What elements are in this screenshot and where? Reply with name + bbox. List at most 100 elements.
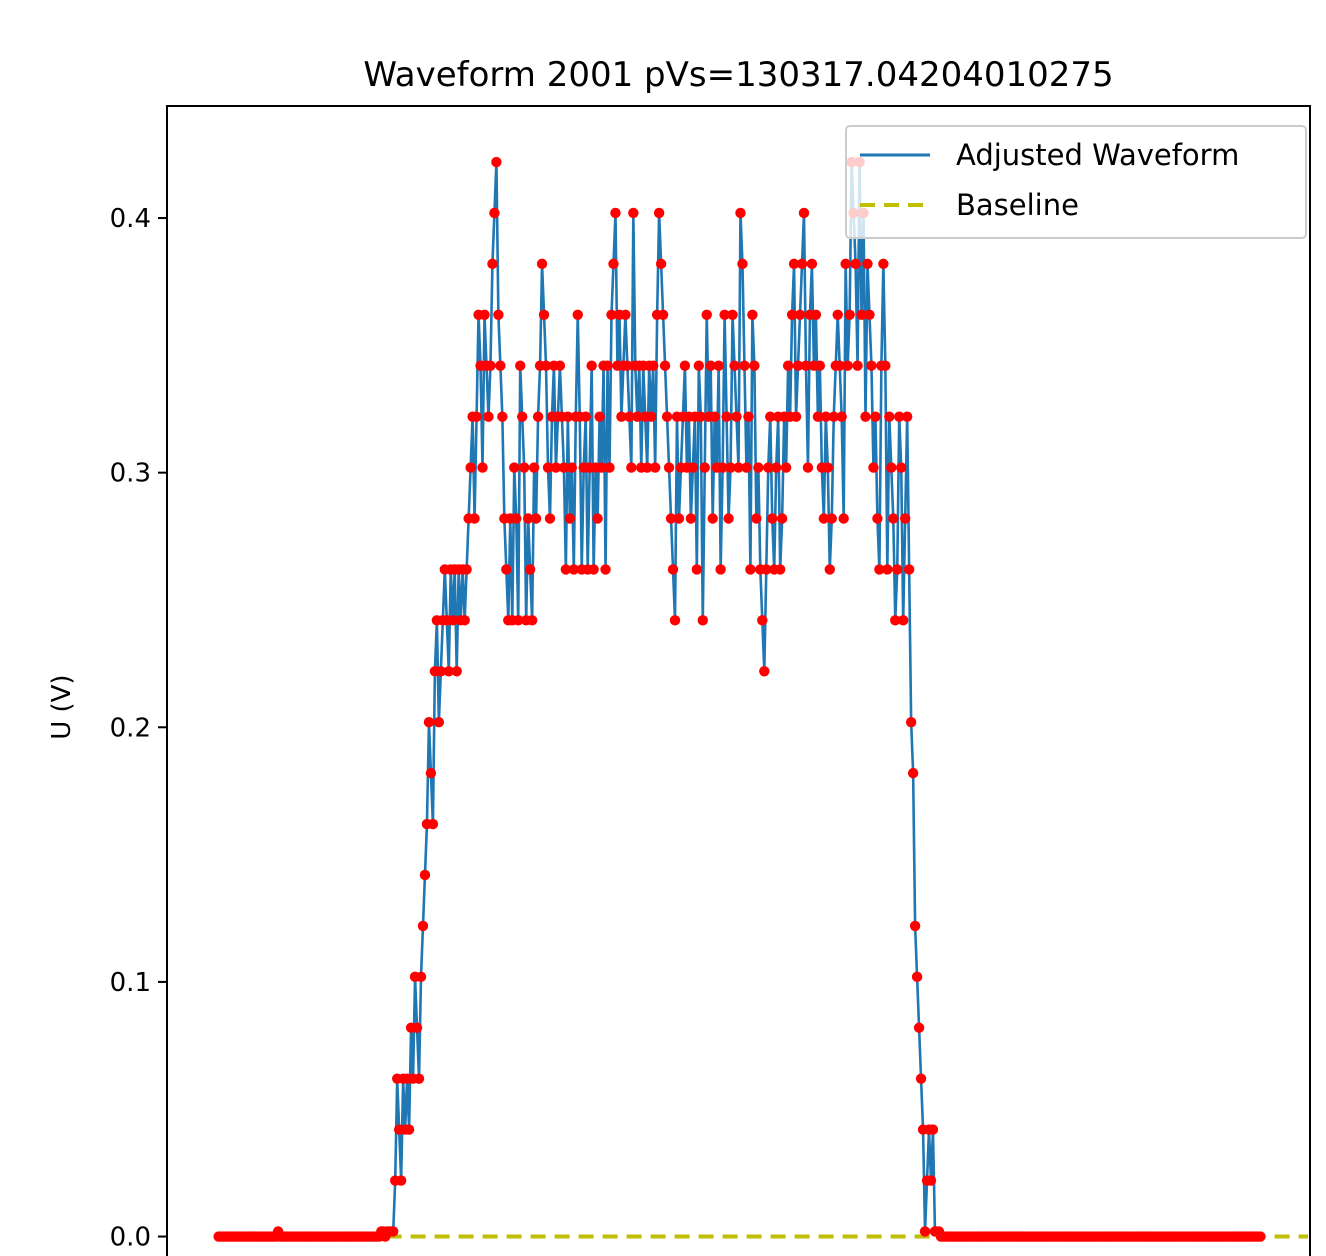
- sample-point: [419, 869, 431, 881]
- sample-point: [663, 462, 675, 473]
- sample-point: [888, 513, 899, 524]
- sample-point: [747, 309, 758, 320]
- sample-point: [882, 564, 893, 575]
- sample-point: [471, 411, 482, 422]
- sample-point: [800, 360, 812, 371]
- sample-point: [495, 360, 506, 371]
- sample-point: [913, 1022, 925, 1033]
- sample-point: [792, 360, 804, 371]
- sample-point: [606, 309, 617, 320]
- sample-point: [415, 971, 427, 983]
- y-tick-label: 0.0: [110, 1223, 151, 1253]
- sample-point: [862, 258, 873, 270]
- y-tick-label: 0.2: [110, 713, 151, 743]
- sample-point: [731, 411, 742, 422]
- sample-point: [632, 411, 643, 422]
- sample-point: [479, 309, 490, 320]
- sample-point: [526, 615, 538, 626]
- sample-point: [485, 360, 496, 371]
- sample-point: [560, 564, 572, 575]
- sample-point: [860, 411, 871, 422]
- sample-point: [780, 462, 792, 473]
- legend-box: [845, 125, 1307, 239]
- sample-point: [836, 411, 847, 422]
- sample-point: [679, 360, 691, 371]
- sample-point: [743, 411, 754, 422]
- sample-point: [729, 360, 740, 371]
- sample-point: [868, 462, 879, 473]
- sample-point: [491, 156, 502, 168]
- sample-point: [838, 513, 849, 524]
- sample-point: [580, 411, 591, 422]
- sample-point: [919, 1226, 931, 1237]
- sample-point: [425, 767, 437, 779]
- sample-point: [719, 309, 730, 320]
- sample-point: [489, 207, 500, 219]
- sample-point: [753, 462, 764, 473]
- sample-point: [497, 411, 508, 422]
- sample-point: [469, 513, 480, 524]
- sample-point: [542, 462, 554, 473]
- sample-point: [701, 309, 712, 320]
- sample-point: [925, 1175, 937, 1186]
- sample-point: [558, 462, 570, 473]
- sample-point: [518, 462, 530, 473]
- sample-point: [814, 360, 826, 371]
- sample-point: [852, 360, 863, 371]
- sample-point: [909, 920, 921, 932]
- sample-point: [443, 666, 454, 677]
- sample-point: [649, 462, 661, 473]
- sample-point: [532, 411, 544, 422]
- sample-point: [586, 360, 597, 371]
- sample-point: [850, 258, 861, 270]
- sample-point: [915, 1073, 927, 1084]
- sample-point: [774, 564, 786, 575]
- sample-point: [725, 462, 736, 473]
- sample-point: [699, 462, 710, 473]
- sample-point: [509, 462, 520, 473]
- sample-point: [826, 513, 837, 524]
- sample-point: [544, 513, 556, 524]
- chart-title: Waveform 2001 pVs=130317.04204010275: [363, 55, 1113, 95]
- sample-point: [776, 513, 788, 524]
- sample-point: [751, 513, 762, 524]
- sample-point: [757, 615, 768, 626]
- sample-point: [501, 564, 512, 575]
- sample-point: [911, 971, 923, 983]
- sample-point: [447, 615, 458, 626]
- sample-point: [907, 767, 919, 779]
- sample-point: [622, 360, 633, 371]
- sample-point: [522, 513, 534, 524]
- sample-point: [487, 258, 498, 270]
- sample-point: [687, 462, 699, 473]
- sample-point: [600, 564, 611, 575]
- sample-point: [596, 462, 607, 473]
- sample-point: [834, 360, 845, 371]
- sample-point: [667, 564, 679, 575]
- sample-point: [874, 564, 885, 575]
- sample-point: [886, 462, 897, 473]
- sample-point: [790, 411, 802, 422]
- sample-point: [890, 615, 901, 626]
- sample-point: [669, 615, 681, 626]
- sample-point: [705, 360, 716, 371]
- sample-point: [788, 258, 800, 270]
- sample-point: [878, 258, 889, 270]
- sample-point: [771, 462, 782, 473]
- sample-point: [844, 309, 855, 320]
- sample-point: [657, 309, 669, 320]
- sample-point: [564, 513, 576, 524]
- sample-point: [477, 462, 488, 473]
- legend-label-adjusted-waveform: Adjusted Waveform: [956, 138, 1239, 172]
- sample-point: [602, 360, 613, 371]
- sample-point: [695, 411, 706, 422]
- sample-point: [828, 411, 839, 422]
- sample-point: [896, 462, 907, 473]
- sample-point: [812, 411, 824, 422]
- sample-point: [459, 615, 470, 626]
- sample-point: [572, 309, 583, 320]
- sample-point: [872, 513, 883, 524]
- sample-point: [465, 462, 476, 473]
- sample-point: [604, 462, 615, 473]
- sample-point: [483, 411, 494, 422]
